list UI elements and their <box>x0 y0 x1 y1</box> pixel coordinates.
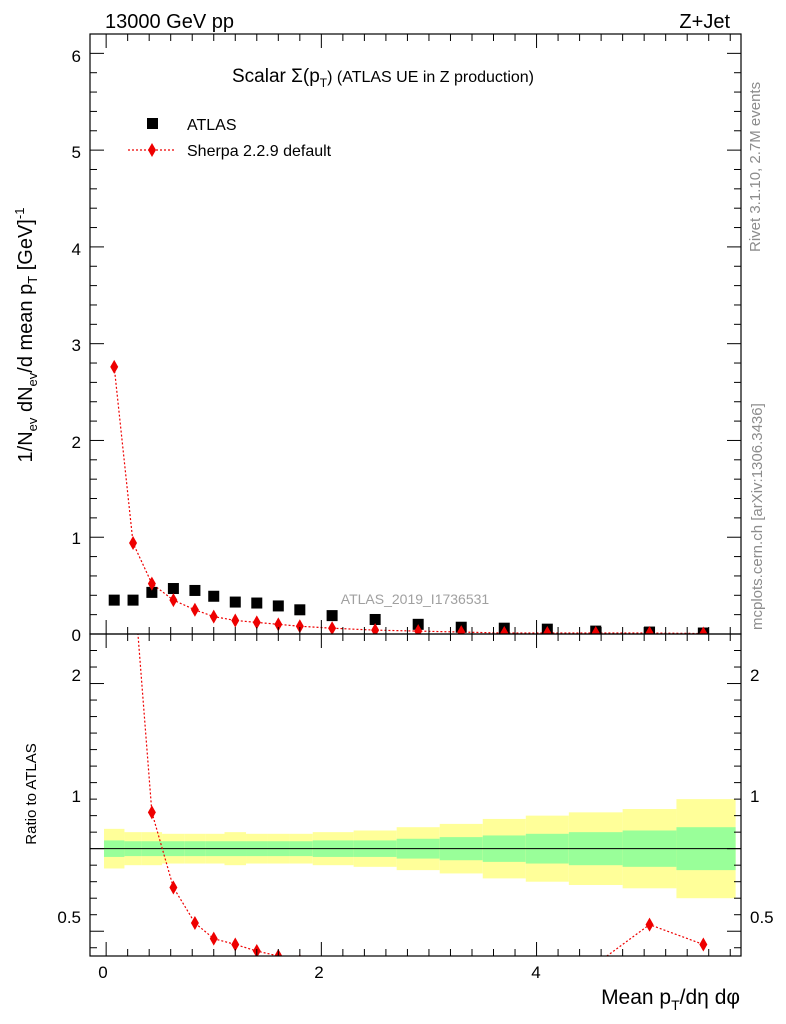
sherpa-data-point <box>414 624 423 634</box>
x-axis-label: Mean pT/dη dφ <box>601 986 740 1013</box>
x-tick-label: 2 <box>314 963 323 982</box>
atlas-data-point <box>326 610 338 622</box>
sherpa-ratio-point <box>699 937 708 952</box>
sherpa-data-point <box>190 602 199 617</box>
sherpa-ratio-point <box>328 957 336 971</box>
ratio-y-tick-label-right: 1 <box>750 787 759 806</box>
ratio-y-tick-label-right: 0.5 <box>750 908 774 927</box>
sherpa-ratio-point <box>414 964 422 978</box>
sherpa-data-point <box>500 626 509 634</box>
sherpa-data-point <box>209 609 218 624</box>
ratio-plot-area <box>129 564 708 980</box>
main-plot-area <box>108 359 709 634</box>
main-y-tick-labels: 0 1 2 3 4 5 6 <box>72 47 81 645</box>
ratio-y-tick-label-right: 2 <box>750 666 759 685</box>
sherpa-data-point <box>591 626 600 634</box>
analysis-watermark: ATLAS_2019_I1736531 <box>341 591 490 607</box>
ratio-frame <box>89 633 742 957</box>
ratio-y-tick-label: 0.5 <box>57 908 81 927</box>
atlas-data-point <box>108 594 120 606</box>
atlas-data-point <box>189 584 201 596</box>
sherpa-ratio-point <box>209 931 218 946</box>
ratio-y-axis-label: Ratio to ATLAS <box>23 743 40 844</box>
sherpa-data-point <box>543 626 552 634</box>
chart-title: Scalar Σ(pT) (ATLAS UE in Z production) <box>232 66 534 90</box>
sherpa-ratio-point <box>169 880 178 895</box>
main-y-tick-label: 1 <box>72 529 81 548</box>
legend-label-sherpa: Sherpa 2.2.9 default <box>187 143 332 160</box>
sherpa-ratio-point <box>129 564 137 578</box>
sherpa-ratio-point <box>500 964 508 978</box>
sherpa-data-point <box>274 617 283 632</box>
sherpa-ratio-point <box>645 917 654 932</box>
sherpa-data-point <box>295 619 304 634</box>
sherpa-data-point <box>645 626 654 634</box>
atlas-data-point <box>208 590 220 602</box>
main-y-tick-label: 4 <box>72 240 81 259</box>
ratio-y-tick-label: 1 <box>72 787 81 806</box>
side-label-mcplots: mcplots.cern.ch [arXiv:1306.3436] <box>749 403 766 630</box>
sherpa-ratio-point <box>592 957 600 971</box>
atlas-data-point <box>251 597 263 609</box>
sherpa-ratio-point <box>147 805 156 820</box>
sherpa-data-point <box>129 536 138 551</box>
sherpa-ratio-point <box>231 937 240 952</box>
ratio-y-tick-label: 2 <box>72 666 81 685</box>
main-y-tick-label: 5 <box>72 143 81 162</box>
main-y-tick-label: 6 <box>72 47 81 66</box>
x-tick-label: 0 <box>98 963 107 982</box>
side-label-rivet: Rivet 3.1.10, 2.7M events <box>747 82 764 252</box>
legend-label-atlas: ATLAS <box>187 117 237 134</box>
sherpa-data-point <box>231 613 240 628</box>
main-y-axis-label: 1/Nev dNev/d mean pT [GeV]-1 <box>12 208 40 463</box>
sherpa-ratio-point <box>543 966 551 980</box>
sherpa-data-point <box>147 576 156 591</box>
ratio-y-tick-labels: 0.5 1 2 0.5 1 2 <box>57 666 773 927</box>
sherpa-data-point <box>699 626 708 634</box>
axis-ticks <box>90 33 741 956</box>
header-right-label: Z+Jet <box>679 11 730 33</box>
ratio-uncertainty-band <box>90 799 741 899</box>
legend: ATLAS Sherpa 2.2.9 default <box>128 117 332 160</box>
sherpa-data-point <box>110 359 119 374</box>
sherpa-data-point <box>371 623 380 634</box>
atlas-data-point <box>272 600 284 612</box>
sherpa-ratio-point <box>371 962 379 976</box>
atlas-data-point <box>146 586 158 598</box>
sherpa-ratio-point <box>190 915 199 930</box>
sherpa-data-point <box>328 621 337 634</box>
sherpa-ratio-point <box>457 962 465 976</box>
sherpa-data-point <box>252 615 261 630</box>
sherpa-data-point <box>169 593 178 608</box>
atlas-data-point <box>229 596 241 608</box>
atlas-data-point <box>369 613 381 625</box>
x-tick-labels: 0 2 4 <box>98 963 540 982</box>
legend-marker-sherpa <box>148 143 156 157</box>
atlas-data-point <box>294 604 306 616</box>
main-y-tick-label: 0 <box>72 626 81 645</box>
main-y-tick-label: 3 <box>72 336 81 355</box>
sherpa-data-point <box>457 625 466 634</box>
x-tick-label: 4 <box>531 963 540 982</box>
header-left-label: 13000 GeV pp <box>105 11 234 33</box>
main-y-tick-label: 2 <box>72 433 81 452</box>
legend-marker-atlas <box>147 118 158 129</box>
atlas-data-point <box>127 594 139 606</box>
atlas-data-point <box>167 583 179 595</box>
